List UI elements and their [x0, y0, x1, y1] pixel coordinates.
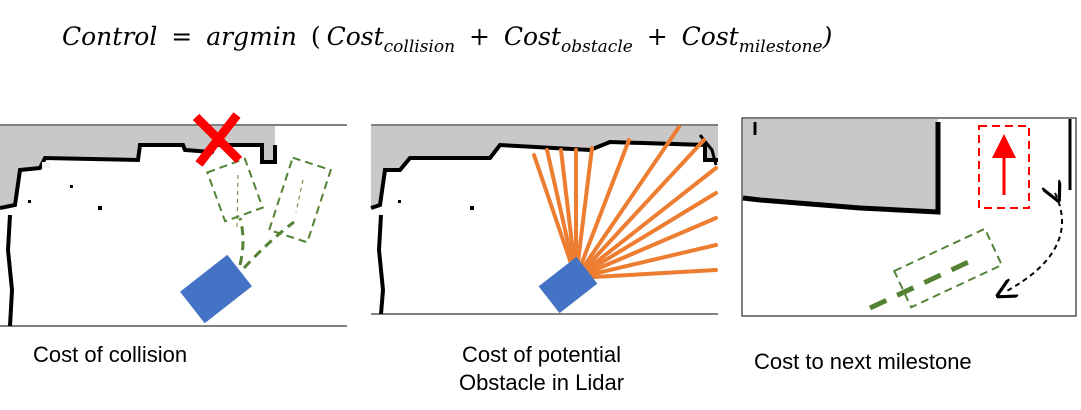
term-collision-base: Cost — [326, 22, 384, 51]
panel3-wall — [742, 122, 941, 215]
panel1-trajectory-b — [242, 220, 295, 270]
formula-open-paren: ( — [310, 22, 321, 51]
panel3-candidate-centerline — [868, 255, 979, 311]
panel1-map-blob — [42, 162, 50, 168]
lidar-ray — [574, 216, 718, 280]
panel1-map-speck — [98, 206, 102, 210]
collision-x-icon — [192, 112, 243, 167]
lidar-ray — [574, 243, 718, 280]
formula-close-paren: ) — [822, 22, 833, 51]
caption-lidar: Cost of potential Obstacle in Lidar — [434, 341, 649, 397]
formula-plus-1: + — [469, 22, 490, 51]
panel1-wall — [0, 143, 277, 210]
panel2-left-wall — [376, 214, 386, 315]
caption-collision: Cost of collision — [33, 342, 188, 367]
term-obstacle-sub: obstacle — [560, 37, 633, 57]
caption-lidar-line2: Obstacle in Lidar — [458, 370, 625, 395]
lidar-ray — [574, 268, 718, 280]
formula-equals: = — [171, 22, 193, 51]
term-obstacle-base: Cost — [503, 22, 561, 51]
caption-milestone: Cost to next milestone — [754, 349, 972, 374]
lidar-ray — [574, 138, 706, 280]
lidar-ray — [574, 138, 631, 280]
panel3-border — [741, 117, 1077, 317]
panel1-occupied-area — [0, 126, 275, 208]
term-collision-sub: collision — [383, 37, 456, 57]
lidar-ray — [574, 191, 718, 280]
panel-collision — [0, 112, 347, 327]
panel1-candidate-centerline-b — [295, 179, 304, 213]
panel3-occupied-area — [743, 119, 938, 212]
panel1-candidate-footprint-b — [267, 156, 333, 244]
lidar-ray — [545, 148, 578, 280]
lidar-ray — [532, 153, 578, 280]
lidar-ray — [574, 166, 718, 280]
panel1-trajectory-a — [238, 217, 245, 266]
panel2-wall — [370, 139, 718, 210]
panel2-map-speck — [470, 206, 474, 210]
lidar-ray — [559, 148, 578, 280]
formula-func: argmin — [206, 22, 297, 51]
formula-lhs: Control — [62, 22, 158, 51]
caption-lidar-line1: Cost of potential — [462, 342, 621, 367]
panel1-left-wall — [5, 214, 15, 327]
panel2-robot — [538, 256, 598, 314]
lidar-ray — [574, 146, 594, 280]
panel-lidar — [370, 124, 718, 315]
panel1-map-speck — [70, 185, 73, 188]
cost-formula: Control = argmin (Costcollision + Costob… — [62, 22, 1022, 72]
panel1-candidate-centerline-a — [236, 174, 239, 231]
panel1-map-speck — [28, 200, 31, 203]
panel3-candidate-footprint — [892, 227, 1004, 309]
heading-alignment-arrow-icon — [1005, 193, 1063, 292]
term-milestone-sub: milestone — [738, 37, 823, 57]
panel1-robot — [180, 254, 252, 324]
panel2-occupied-area — [371, 126, 718, 208]
lidar-ray — [574, 125, 681, 280]
panel1-candidate-footprint-a — [206, 157, 264, 223]
formula-plus-2: + — [646, 22, 668, 51]
panel2-map-speck — [398, 200, 401, 203]
term-milestone-base: Cost — [681, 22, 739, 51]
panel-milestone — [741, 117, 1077, 317]
lidar-rays — [532, 125, 718, 280]
